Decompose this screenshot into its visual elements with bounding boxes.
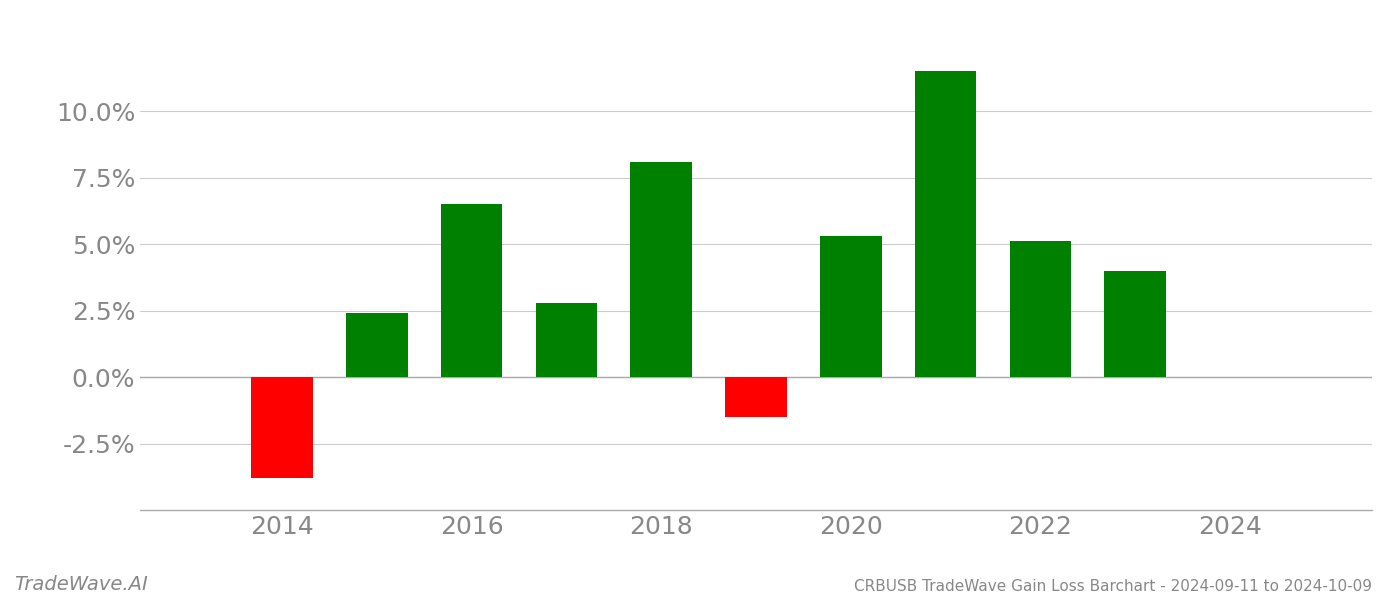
Bar <box>1105 271 1166 377</box>
Bar <box>914 71 976 377</box>
Bar <box>252 377 314 478</box>
Bar <box>441 204 503 377</box>
Bar <box>725 377 787 417</box>
Text: TradeWave.AI: TradeWave.AI <box>14 575 148 594</box>
Bar <box>346 313 407 377</box>
Bar <box>820 236 882 377</box>
Bar <box>630 161 692 377</box>
Text: CRBUSB TradeWave Gain Loss Barchart - 2024-09-11 to 2024-10-09: CRBUSB TradeWave Gain Loss Barchart - 20… <box>854 579 1372 594</box>
Bar <box>536 302 598 377</box>
Bar <box>1009 241 1071 377</box>
